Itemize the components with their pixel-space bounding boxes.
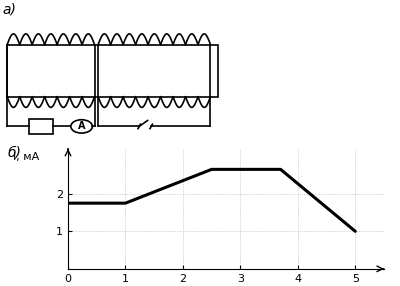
X-axis label: t, с: t, с [216,285,236,286]
Text: I, мА: I, мА [13,152,39,162]
Text: a): a) [2,3,16,17]
Text: A: A [78,122,85,131]
Text: б): б) [8,146,22,160]
Circle shape [71,120,92,133]
Bar [29,119,53,134]
Bar [7,45,218,97]
